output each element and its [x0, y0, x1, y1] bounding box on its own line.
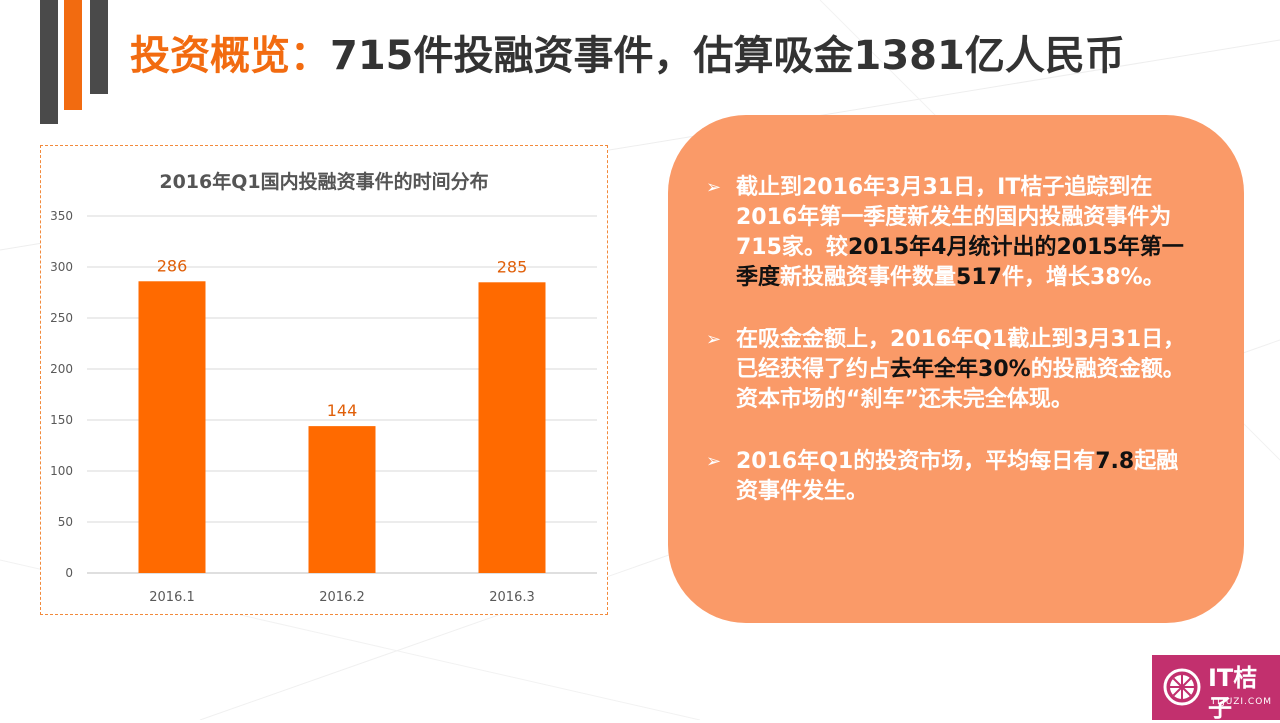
- bullet-text: 的投融资金额。资本市场的“刹车”还未完全体现。: [736, 357, 1185, 412]
- summary-card: ➢ 截止到2016年3月31日，IT桔子追踪到在2016年第一季度新发生的国内投融…: [668, 115, 1244, 623]
- y-tick-label: 0: [65, 566, 73, 580]
- bullet-text: 截止到2016年3月31日，IT桔子追踪到在2016年第一季度新发生的国内投融资…: [736, 175, 1172, 260]
- summary-bullet: ➢ 在吸金金额上，2016年Q1截止到3月31日，已经获得了约占去年全年30%的投…: [706, 325, 1186, 415]
- bullet-text: 在吸金金额上，2016年Q1截止到3月31日，已经获得了约占: [736, 327, 1186, 382]
- y-tick-label: 100: [50, 464, 73, 478]
- bar-value-label: 285: [497, 257, 528, 276]
- brand-logo: IT桔子 ITJUZI.COM: [1152, 655, 1280, 722]
- y-tick-label: 50: [58, 515, 73, 529]
- y-tick-label: 200: [50, 362, 73, 376]
- bar-chart-panel: 2016年Q1国内投融资事件的时间分布 0 50 100 150 200 250 300 350…: [40, 145, 608, 615]
- logo-url: ITJUZI.COM: [1212, 697, 1273, 707]
- x-tick-label: 2016.2: [319, 590, 365, 605]
- summary-bullet-list: ➢ 截止到2016年3月31日，IT桔子追踪到在2016年第一季度新发生的国内投融…: [706, 173, 1186, 539]
- bullet-highlight: 517: [956, 265, 1002, 290]
- y-tick-label: 150: [50, 413, 73, 427]
- bullet-highlight: 2015年4月统计出的2015年第一季度: [736, 235, 1184, 290]
- bar-value-label: 286: [157, 256, 188, 275]
- bar-value-label: 144: [327, 401, 358, 420]
- bar: [138, 281, 206, 573]
- y-tick-label: 250: [50, 311, 73, 325]
- decor-bar-dark-left: [40, 0, 58, 124]
- x-tick-label: 2016.1: [149, 590, 195, 605]
- summary-bullet: ➢ 2016年Q1的投资市场，平均每日有7.8起融资事件发生。: [706, 447, 1186, 507]
- bullet-highlight: 7.8: [1095, 449, 1135, 474]
- y-tick-label: 300: [50, 260, 73, 274]
- bullet-text: 起融资事件发生。: [736, 449, 1179, 504]
- orange-slice-icon: [1163, 668, 1201, 706]
- bullet-text: 件，增长38%。: [1001, 265, 1165, 290]
- bar: [308, 426, 376, 573]
- y-tick-label: 350: [50, 209, 73, 223]
- bar: [478, 282, 546, 573]
- arrowhead-icon: ➢: [706, 177, 722, 198]
- logo-name: IT桔子: [1208, 664, 1258, 722]
- decor-bar-orange: [64, 0, 82, 110]
- page-title: 投资概览：715件投融资事件，估算吸金1381亿人民币: [130, 28, 1125, 84]
- arrowhead-icon: ➢: [706, 329, 722, 350]
- arrowhead-icon: ➢: [706, 451, 722, 472]
- chart-title: 2016年Q1国内投融资事件的时间分布: [159, 170, 488, 193]
- x-tick-label: 2016.3: [489, 590, 535, 605]
- page-title-main: 715件投融资事件，估算吸金1381亿人民币: [330, 33, 1125, 79]
- bar-chart: 2016年Q1国内投融资事件的时间分布 0 50 100 150 200 250 300 350…: [50, 170, 597, 605]
- bullet-highlight: 去年全年30%: [890, 357, 1031, 382]
- page-title-prefix: 投资概览：: [130, 33, 330, 79]
- summary-bullet: ➢ 截止到2016年3月31日，IT桔子追踪到在2016年第一季度新发生的国内投融…: [706, 173, 1186, 293]
- bullet-text: 2016年Q1的投资市场，平均每日有: [736, 449, 1096, 474]
- bullet-text: 新投融资事件数量: [780, 265, 957, 290]
- decor-bar-dark-right: [90, 0, 108, 94]
